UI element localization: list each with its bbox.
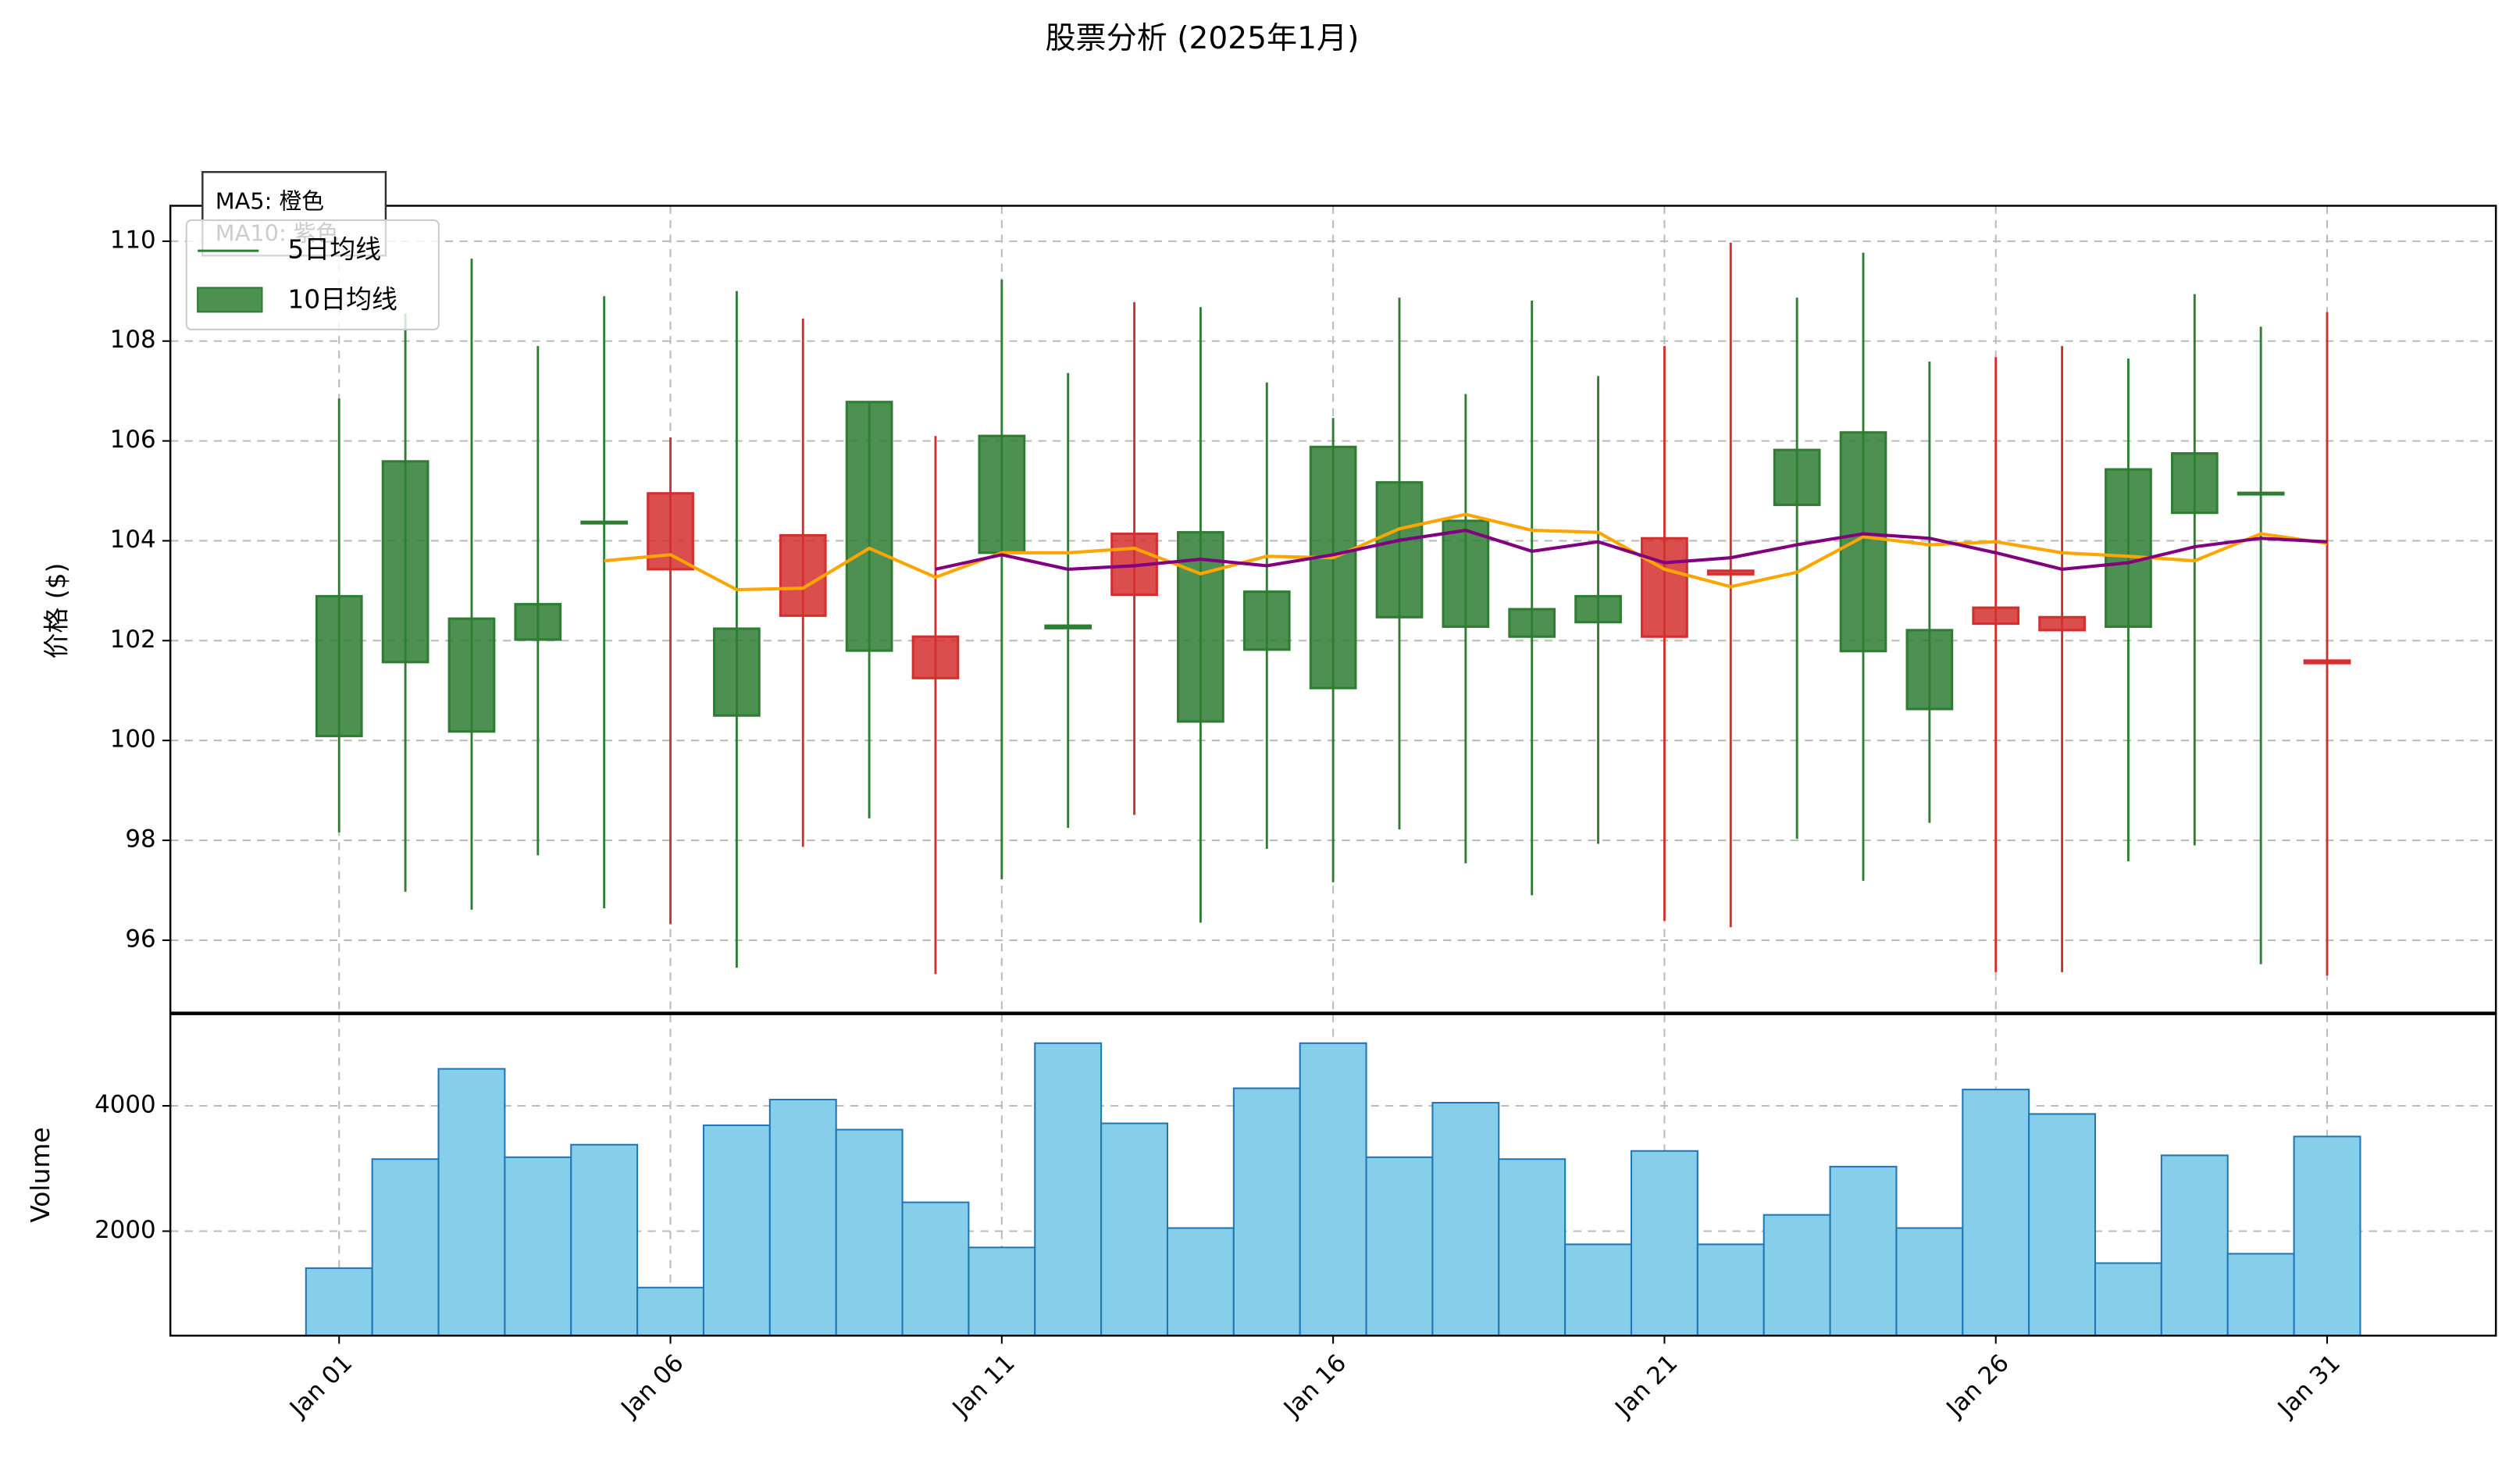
ma-line <box>604 512 2328 592</box>
candle-body <box>1442 519 1490 628</box>
bar <box>1696 1243 1765 1336</box>
y-tick-label: 2000 <box>94 1216 156 1244</box>
bars <box>305 1042 2361 1336</box>
candle-body <box>1375 481 1424 619</box>
ma-line <box>935 528 2328 571</box>
bar <box>1365 1156 1434 1336</box>
candle-body <box>2038 615 2086 632</box>
bar <box>1299 1042 1367 1336</box>
bar <box>1498 1158 1567 1336</box>
annotation-text: MA5: 橙色 <box>216 187 324 214</box>
volume-panel <box>170 1014 2497 1336</box>
y-tick-label: 98 <box>125 825 155 854</box>
y-tick-label: 110 <box>110 226 156 254</box>
candle-body <box>1508 608 1556 638</box>
bar <box>1829 1165 1898 1336</box>
y-axis-label: 价格 ($) <box>41 563 72 659</box>
bar <box>1564 1243 1633 1336</box>
candle-body <box>1905 629 1954 711</box>
legend: 5日均线 10日均线 <box>185 219 440 330</box>
bar <box>636 1286 704 1336</box>
candle-body <box>845 401 893 652</box>
candle-body <box>1574 594 1622 624</box>
x-tick-label: Jan 16 <box>1278 1349 1352 1423</box>
candle-body <box>1706 569 1755 576</box>
legend-handle <box>197 287 263 313</box>
bar <box>968 1246 1036 1336</box>
legend-label: 10日均线 <box>287 283 397 314</box>
bar <box>2160 1154 2229 1336</box>
bar <box>504 1156 572 1336</box>
bar <box>1431 1101 1500 1336</box>
candle-body <box>2170 452 2219 515</box>
candle-body <box>381 460 430 664</box>
candle-body <box>1242 590 1291 651</box>
bar <box>835 1128 904 1336</box>
bar <box>2293 1136 2361 1336</box>
bar <box>1630 1150 1698 1336</box>
candle-body <box>315 594 363 737</box>
candle-body <box>447 617 496 733</box>
x-tick-label: Jan 01 <box>283 1349 358 1423</box>
bar <box>1166 1227 1235 1336</box>
y-tick-label: 100 <box>110 726 156 754</box>
bar <box>437 1068 506 1336</box>
candle-body <box>713 627 761 717</box>
candle-body <box>1773 448 1821 506</box>
bar <box>1763 1214 1831 1336</box>
y-tick-label: 106 <box>110 426 156 454</box>
candles <box>315 242 2351 976</box>
candle-body <box>978 434 1026 554</box>
bar <box>2094 1262 2162 1336</box>
legend-label: 5日均线 <box>287 234 381 265</box>
candle-body <box>2105 468 2152 628</box>
bar <box>702 1124 771 1336</box>
bar <box>2028 1113 2097 1336</box>
bar <box>901 1201 970 1336</box>
bar <box>2226 1253 2295 1336</box>
y-tick-label: 4000 <box>94 1091 156 1119</box>
y-tick-label: 108 <box>110 326 156 354</box>
chart-title: 股票分析 (2025年1月) <box>1045 21 1359 56</box>
x-tick-label: Jan 11 <box>946 1349 1021 1423</box>
candle-body <box>779 533 827 617</box>
candle-body <box>647 492 694 571</box>
price-panel <box>170 205 2497 1013</box>
candle-body <box>580 520 629 525</box>
bar <box>1232 1087 1301 1336</box>
bar <box>1100 1122 1169 1336</box>
candle-body <box>514 603 562 641</box>
x-tick-label: Jan 06 <box>615 1349 689 1423</box>
bar <box>1034 1042 1103 1336</box>
candle-body <box>1641 537 1688 638</box>
bar <box>570 1143 639 1336</box>
bar <box>768 1098 837 1336</box>
x-tick-label: Jan 26 <box>1941 1349 2015 1423</box>
y-tick-label: 96 <box>125 925 155 953</box>
candle-body <box>1839 431 1887 653</box>
y-tick-label: 102 <box>110 626 156 654</box>
candle-body <box>1972 606 2020 626</box>
y-tick-label: 104 <box>110 526 156 554</box>
bar <box>305 1267 373 1336</box>
axes-frame <box>169 205 2497 1014</box>
candle-body <box>2303 659 2351 665</box>
candle-body <box>1177 531 1224 723</box>
x-tick-label: Jan 31 <box>2272 1349 2346 1423</box>
bar <box>1895 1227 1964 1336</box>
candle-body <box>1309 445 1357 690</box>
bar <box>371 1158 440 1336</box>
bar <box>1962 1089 2030 1336</box>
y-axis-label: Volume <box>25 1127 55 1222</box>
candle-body <box>2237 491 2285 496</box>
candle-body <box>911 635 960 679</box>
candle-body <box>1044 624 1092 629</box>
x-tick-label: Jan 21 <box>1609 1349 1683 1423</box>
